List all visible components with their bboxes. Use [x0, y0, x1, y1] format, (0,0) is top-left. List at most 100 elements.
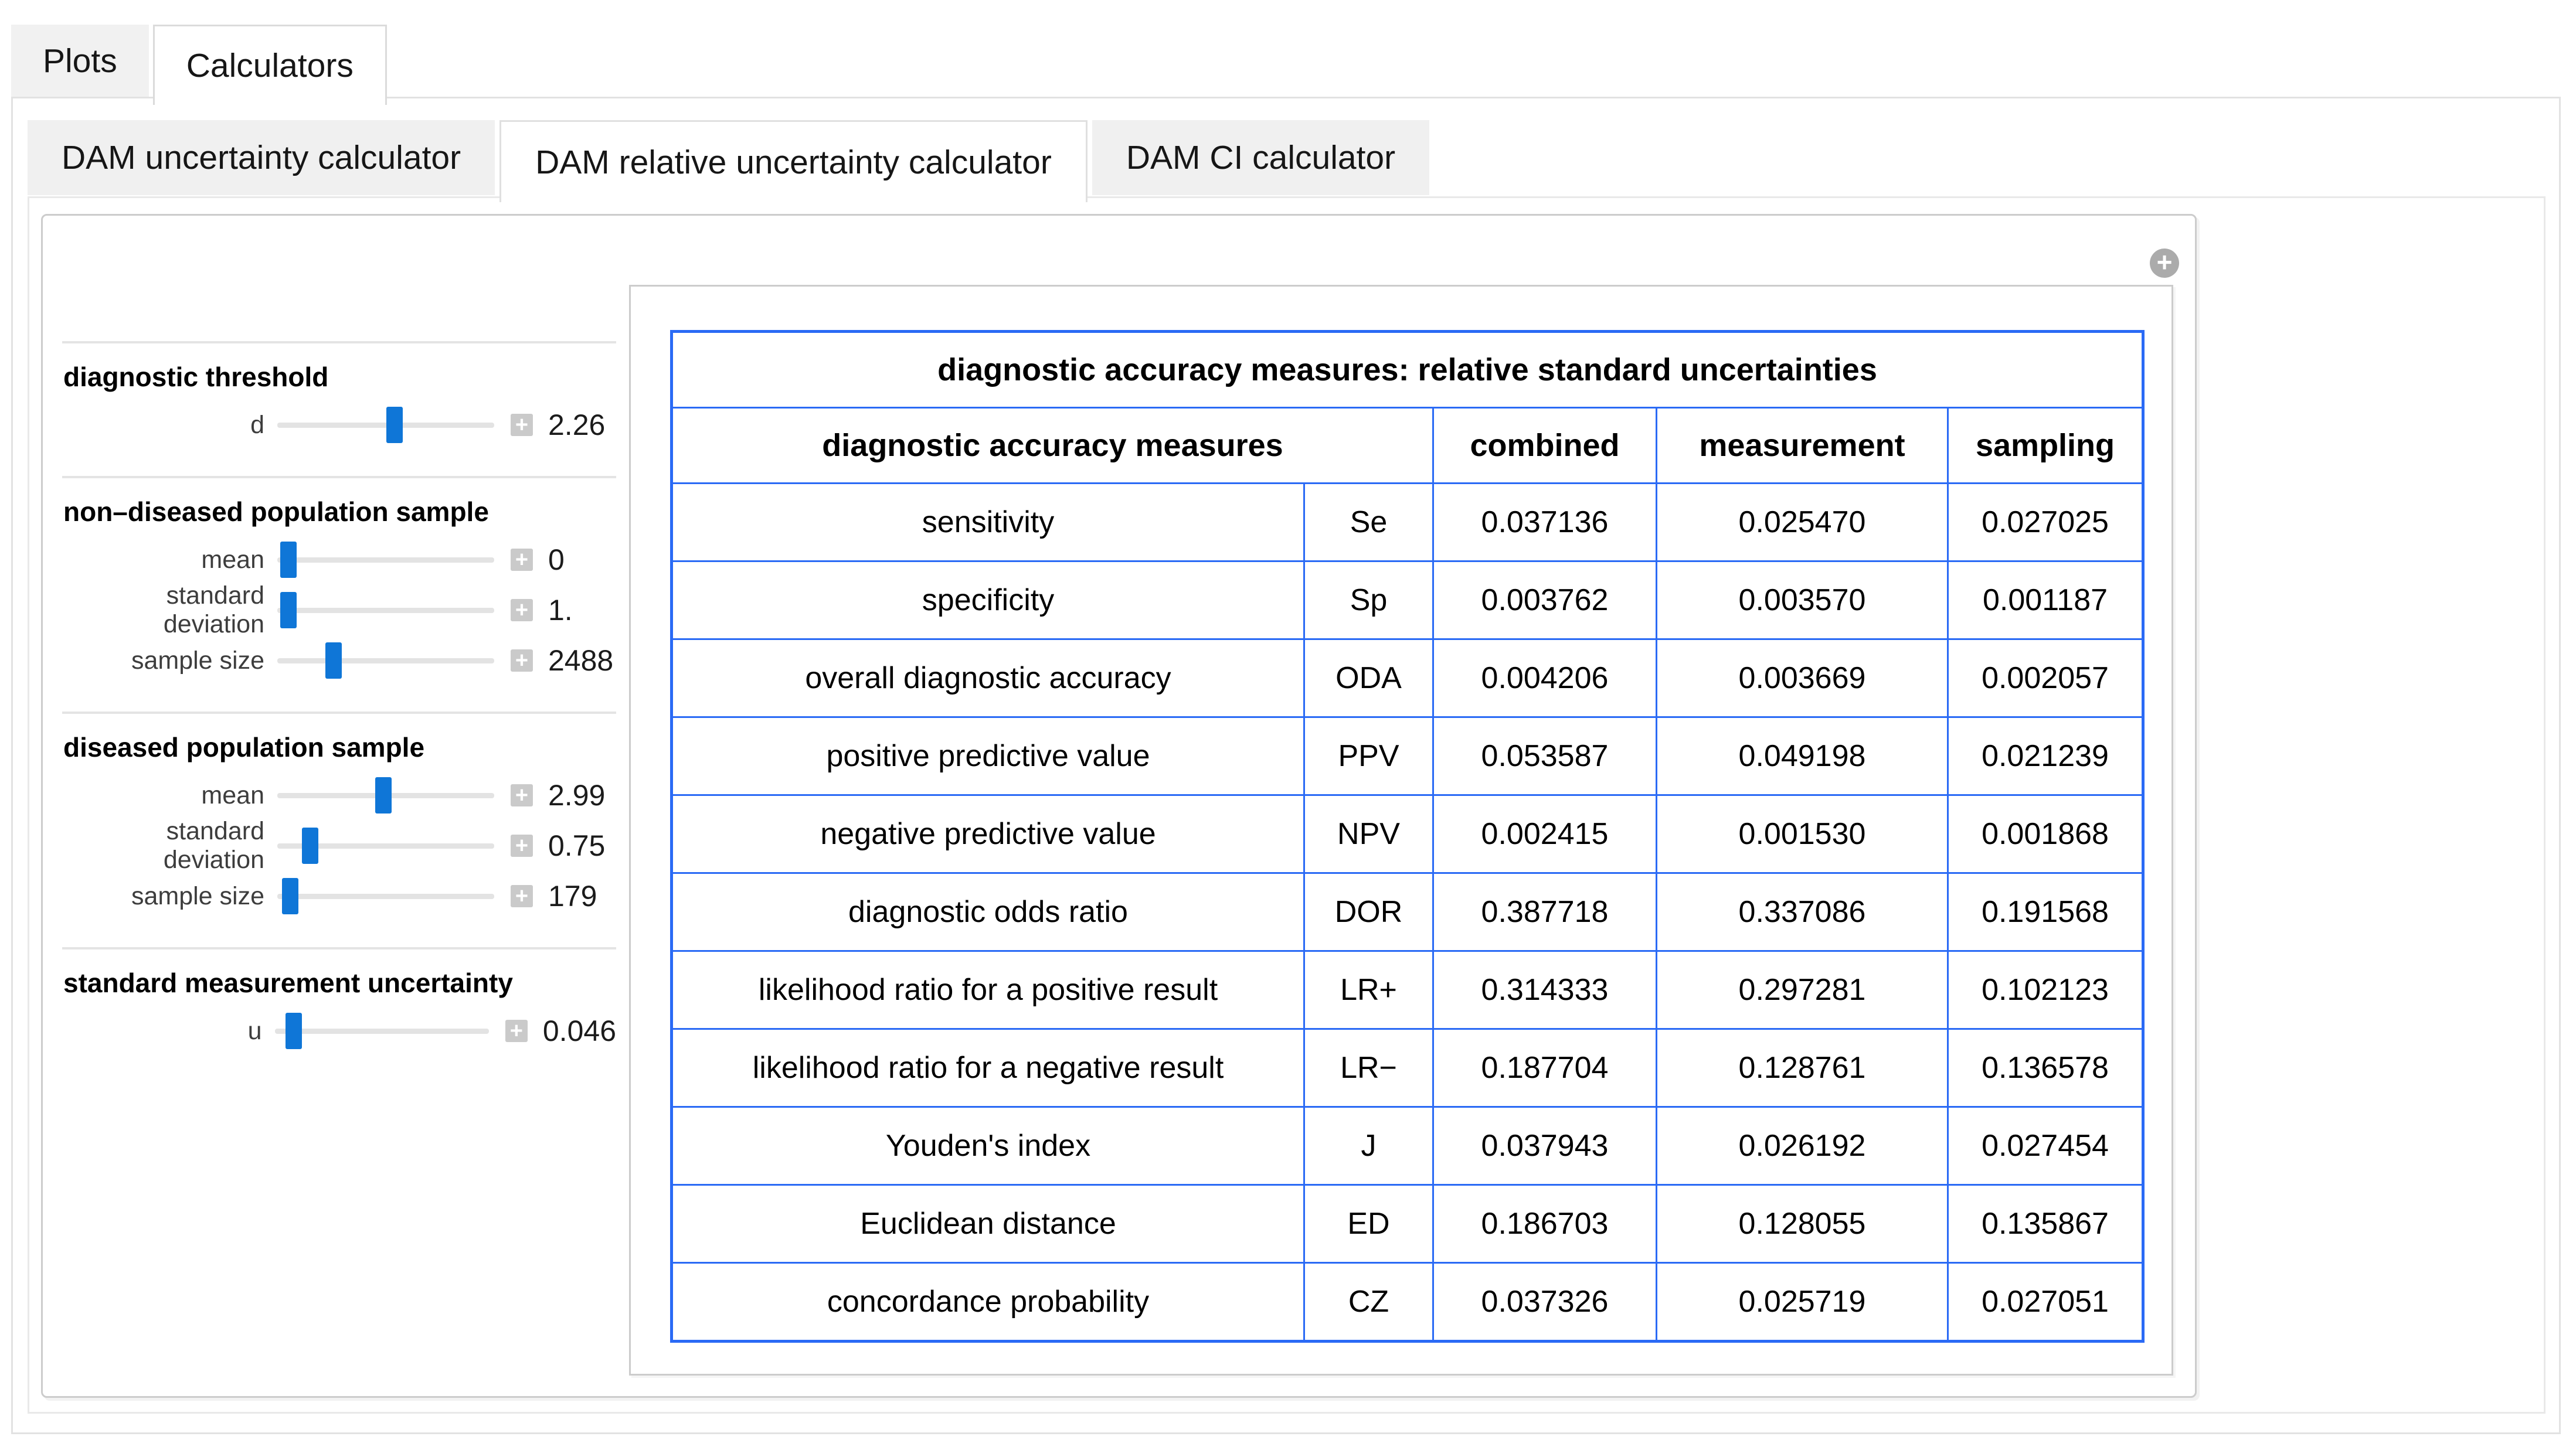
- control-group: standard measurement uncertainty u +0.046: [62, 947, 616, 1082]
- slider-row: standard deviation +1.: [62, 581, 616, 638]
- cell-measurement: 0.025719: [1656, 1262, 1949, 1342]
- slider-track[interactable]: [277, 877, 494, 914]
- slider-handle[interactable]: [282, 877, 299, 914]
- slider-label: mean: [201, 781, 264, 809]
- slider-handle[interactable]: [286, 1012, 303, 1049]
- cell-abbr: Sp: [1303, 560, 1434, 640]
- cell-abbr: NPV: [1303, 794, 1434, 874]
- slider-handle[interactable]: [301, 827, 318, 864]
- control-group: diagnostic threshold d +2.26: [62, 341, 616, 476]
- cell-name: Euclidean distance: [671, 1184, 1305, 1264]
- cell-combined: 0.186703: [1432, 1184, 1657, 1264]
- table-row: negative predictive value NPV 0.002415 0.00…: [671, 794, 2145, 874]
- slider-row: sample size +179: [62, 871, 616, 921]
- slider-input-toggle-button[interactable]: +: [511, 783, 533, 808]
- cell-name: diagnostic odds ratio: [671, 872, 1305, 952]
- cell-sampling: 0.002057: [1946, 638, 2145, 718]
- table-title: diagnostic accuracy measures: relative s…: [670, 331, 2145, 409]
- col-header-measurement: measurement: [1656, 407, 1949, 484]
- slider-track[interactable]: [277, 827, 494, 864]
- cell-name: specificity: [671, 560, 1305, 640]
- slider-label: standard deviation: [163, 817, 264, 874]
- cell-sampling: 0.027454: [1946, 1106, 2145, 1186]
- cell-name: overall diagnostic accuracy: [671, 638, 1305, 718]
- controls-column: diagnostic threshold d +2.26 non–diseased p…: [62, 341, 616, 1082]
- cell-measurement: 0.003570: [1656, 560, 1949, 640]
- slider-input-toggle-button[interactable]: +: [511, 547, 533, 572]
- cell-measurement: 0.025470: [1656, 482, 1949, 562]
- slider-handle[interactable]: [386, 406, 403, 443]
- control-group-title: non–diseased population sample: [63, 496, 489, 527]
- slider-input-toggle-button[interactable]: +: [511, 413, 533, 437]
- slider-row: d +2.26: [62, 400, 616, 450]
- slider-track[interactable]: [277, 406, 494, 443]
- cell-measurement: 0.049198: [1656, 716, 1949, 796]
- slider-value: 1.: [548, 594, 573, 627]
- subtab-dam-ci-calculator[interactable]: DAM CI calculator: [1092, 120, 1430, 195]
- tab-plots[interactable]: Plots: [11, 25, 149, 97]
- cell-abbr: J: [1303, 1106, 1434, 1186]
- slider-label: sample size: [131, 881, 264, 910]
- cell-sampling: 0.136578: [1946, 1028, 2145, 1108]
- subtab-dam-relative-uncertainty-calculator[interactable]: DAM relative uncertainty calculator: [499, 120, 1088, 202]
- cell-combined: 0.187704: [1432, 1028, 1657, 1108]
- slider-handle[interactable]: [280, 541, 297, 578]
- cell-combined: 0.053587: [1432, 716, 1657, 796]
- slider-track[interactable]: [277, 541, 494, 578]
- slider-label: u: [247, 1016, 262, 1045]
- slider-input-toggle-button[interactable]: +: [505, 1019, 528, 1043]
- manipulate-panel: + diagnostic threshold d +2.26 non–diseased…: [41, 214, 2197, 1398]
- slider-handle[interactable]: [375, 777, 392, 814]
- slider-input-toggle-button[interactable]: +: [511, 648, 533, 673]
- slider-track[interactable]: [277, 642, 494, 679]
- slider-value: 2488: [548, 644, 614, 677]
- slider-label: d: [250, 410, 264, 439]
- slider-input-toggle-button[interactable]: +: [511, 833, 533, 858]
- slider-label: mean: [201, 545, 264, 574]
- manipulate-options-button[interactable]: +: [2150, 249, 2179, 278]
- slider-input-toggle-button[interactable]: +: [511, 598, 533, 622]
- table-row: diagnostic odds ratio DOR 0.387718 0.337086…: [671, 872, 2145, 952]
- slider-value: 0.046: [542, 1015, 616, 1047]
- slider-row: u +0.046: [62, 1006, 616, 1056]
- slider-track[interactable]: [274, 1012, 489, 1049]
- cell-name: Youden's index: [671, 1106, 1305, 1186]
- cell-sampling: 0.001187: [1946, 560, 2145, 640]
- slider-handle[interactable]: [325, 642, 342, 679]
- slider-track[interactable]: [277, 591, 494, 628]
- slider-input-toggle-button[interactable]: +: [511, 884, 533, 908]
- table-row: likelihood ratio for a negative result LR…: [671, 1028, 2145, 1108]
- slider-value: 0.75: [548, 829, 606, 862]
- cell-combined: 0.002415: [1432, 794, 1657, 874]
- table-row: sensitivity Se 0.037136 0.025470 0.027025: [671, 482, 2145, 562]
- cell-name: negative predictive value: [671, 794, 1305, 874]
- cell-measurement: 0.026192: [1656, 1106, 1949, 1186]
- slider-handle[interactable]: [280, 591, 297, 628]
- slider-row: mean +2.99: [62, 770, 616, 821]
- tab-calculators[interactable]: Calculators: [152, 25, 387, 105]
- cell-abbr: ED: [1303, 1184, 1434, 1264]
- cell-sampling: 0.021239: [1946, 716, 2145, 796]
- control-group-title: standard measurement uncertainty: [63, 968, 513, 998]
- control-group: diseased population sample mean +2.99 stand…: [62, 712, 616, 947]
- cell-name: likelihood ratio for a positive result: [671, 950, 1305, 1030]
- cell-abbr: CZ: [1303, 1262, 1434, 1342]
- cell-combined: 0.037943: [1432, 1106, 1657, 1186]
- cell-sampling: 0.102123: [1946, 950, 2145, 1030]
- control-group-title: diseased population sample: [63, 732, 425, 763]
- slider-track[interactable]: [277, 777, 494, 814]
- cell-combined: 0.037326: [1432, 1262, 1657, 1342]
- relative-uncertainties-table: diagnostic accuracy measures: relative s…: [670, 330, 2145, 1343]
- cell-abbr: LR+: [1303, 950, 1434, 1030]
- slider-value: 2.99: [548, 779, 606, 812]
- table-row: overall diagnostic accuracy ODA 0.004206 0.…: [671, 638, 2145, 718]
- table-header-row: diagnostic accuracy measures combined me…: [671, 407, 2145, 484]
- cell-abbr: Se: [1303, 482, 1434, 562]
- cell-measurement: 0.128055: [1656, 1184, 1949, 1264]
- cell-sampling: 0.191568: [1946, 872, 2145, 952]
- control-group: non–diseased population sample mean +0 stan…: [62, 476, 616, 712]
- subtab-dam-uncertainty-calculator[interactable]: DAM uncertainty calculator: [28, 120, 495, 195]
- main-tab-strip: Plots Calculators: [11, 25, 387, 105]
- cell-measurement: 0.001530: [1656, 794, 1949, 874]
